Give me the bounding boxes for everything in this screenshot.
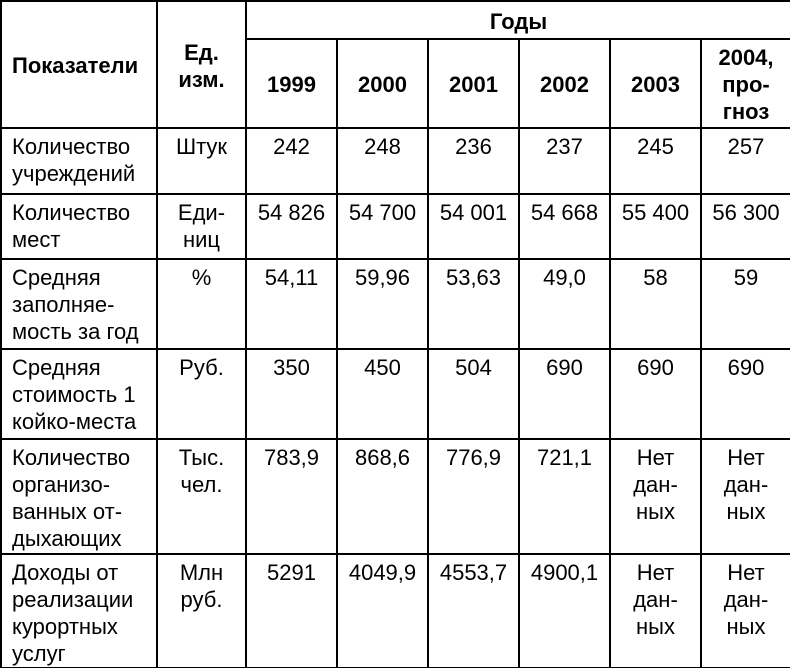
- value-cell: Нет дан- ных: [700, 553, 790, 668]
- table-row: Количество мест Еди- ниц 54 826 54 700 54 00…: [0, 193, 790, 260]
- value-cell: 237: [518, 127, 611, 195]
- value-cell: 49,0: [518, 258, 611, 350]
- header-unit: Ед. изм.: [156, 0, 247, 129]
- value-cell: 4900,1: [518, 553, 611, 668]
- value-cell: 4049,9: [336, 553, 429, 668]
- value-cell: 783,9: [245, 438, 338, 555]
- table-row: Средняя стоимость 1 койко-места Руб. 350 45…: [0, 348, 790, 440]
- value-cell: 690: [518, 348, 611, 440]
- indicator-cell: Средняя заполняе- мость за год: [0, 258, 158, 350]
- header-year: 2001: [427, 38, 520, 129]
- header-year: 2003: [609, 38, 702, 129]
- table-row: Доходы от реализации курортных услуг Млн …: [0, 553, 790, 668]
- unit-cell: Тыс. чел.: [156, 438, 247, 555]
- unit-cell: Штук: [156, 127, 247, 195]
- value-cell: 245: [609, 127, 702, 195]
- value-cell: 59: [700, 258, 790, 350]
- value-cell: 236: [427, 127, 520, 195]
- value-cell: 450: [336, 348, 429, 440]
- value-cell: 55 400: [609, 193, 702, 260]
- table-body: Количество учреждений Штук 242 248 236 237 245…: [0, 127, 790, 668]
- unit-cell: Руб.: [156, 348, 247, 440]
- value-cell: 257: [700, 127, 790, 195]
- unit-cell: %: [156, 258, 247, 350]
- table-row: Средняя заполняе- мость за год% 54,11 59,9…: [0, 258, 790, 350]
- indicator-cell: Количество организо- ванных от- дыхающих: [0, 438, 158, 555]
- header-year: 2004, про- гноз: [700, 38, 790, 129]
- value-cell: 868,6: [336, 438, 429, 555]
- value-cell: 350: [245, 348, 338, 440]
- value-cell: Нет дан- ных: [609, 438, 702, 555]
- value-cell: 54 668: [518, 193, 611, 260]
- indicator-cell: Доходы от реализации курортных услуг: [0, 553, 158, 668]
- value-cell: 54,11: [245, 258, 338, 350]
- header-years-group: Годы: [245, 0, 790, 40]
- value-cell: 4553,7: [427, 553, 520, 668]
- value-cell: 53,63: [427, 258, 520, 350]
- table-row: Количество организо- ванных от- дыхающих…: [0, 438, 790, 555]
- value-cell: Нет дан- ных: [700, 438, 790, 555]
- header-indicators: Показатели: [0, 0, 158, 129]
- unit-cell: Еди- ниц: [156, 193, 247, 260]
- header-year: 2002: [518, 38, 611, 129]
- header-row-top: Показатели Ед. изм. Годы: [0, 0, 790, 129]
- value-cell: 5291: [245, 553, 338, 668]
- value-cell: 242: [245, 127, 338, 195]
- value-cell: 54 826: [245, 193, 338, 260]
- value-cell: 690: [609, 348, 702, 440]
- indicator-cell: Количество мест: [0, 193, 158, 260]
- table-row: Количество учреждений Штук 242 248 236 237 245…: [0, 127, 790, 195]
- table-header: Показатели Ед. изм. Годы 1999 2000 2001 200…: [0, 0, 790, 129]
- value-cell: 54 700: [336, 193, 429, 260]
- value-cell: 248: [336, 127, 429, 195]
- value-cell: 776,9: [427, 438, 520, 555]
- value-cell: Нет дан- ных: [609, 553, 702, 668]
- value-cell: 54 001: [427, 193, 520, 260]
- header-year: 2000: [336, 38, 429, 129]
- value-cell: 58: [609, 258, 702, 350]
- value-cell: 59,96: [336, 258, 429, 350]
- value-cell: 56 300: [700, 193, 790, 260]
- value-cell: 721,1: [518, 438, 611, 555]
- indicator-cell: Количество учреждений: [0, 127, 158, 195]
- value-cell: 504: [427, 348, 520, 440]
- header-year: 1999: [245, 38, 338, 129]
- value-cell: 690: [700, 348, 790, 440]
- header-row-years: 1999 2000 2001 2002 2003 2004, про- гноз: [1, 38, 790, 129]
- indicator-cell: Средняя стоимость 1 койко-места: [0, 348, 158, 440]
- unit-cell: Млн руб.: [156, 553, 247, 668]
